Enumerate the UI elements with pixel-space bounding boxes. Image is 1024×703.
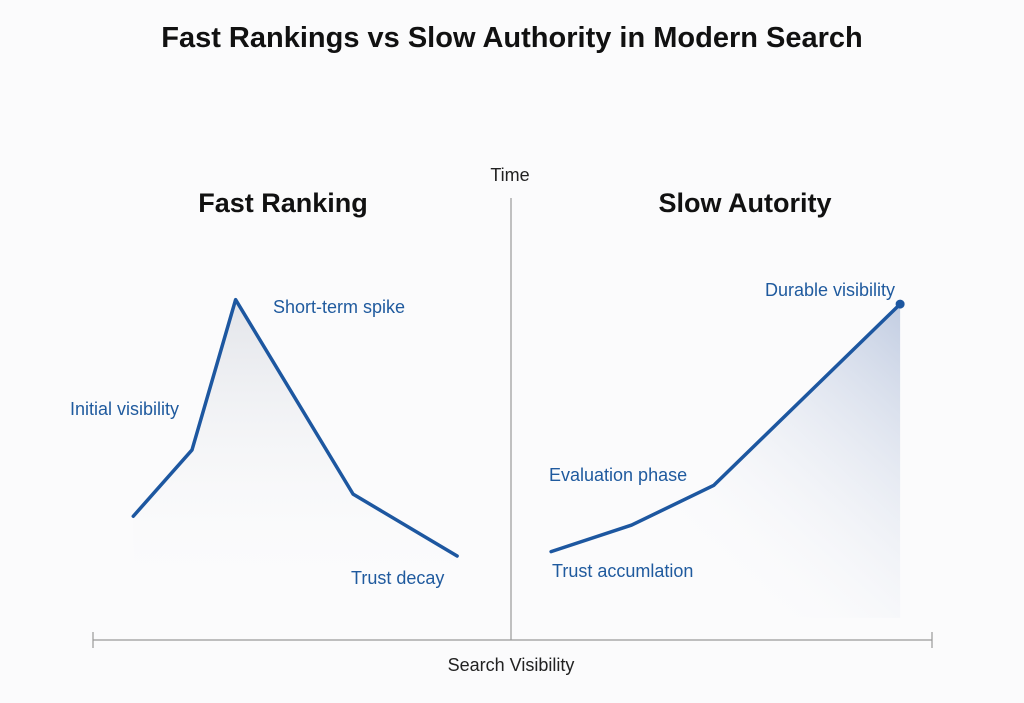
series-area-0 — [133, 299, 458, 596]
annotation-evaluation-phase: Evaluation phase — [549, 465, 687, 485]
annotation-initial-visibility: Initial visibility — [70, 399, 179, 419]
y-axis-label: Time — [490, 165, 529, 185]
x-axis-label: Search Visibility — [448, 655, 575, 675]
series-area-1 — [551, 304, 901, 618]
annotation-durable-visibility: Durable visibility — [765, 280, 895, 300]
data-point — [895, 299, 905, 309]
series-line-1 — [549, 302, 902, 554]
annotation-trust-accumlation: Trust accumlation — [552, 561, 693, 581]
series-line-0 — [131, 297, 459, 558]
panel-title-slow: Slow Autority — [659, 188, 832, 218]
annotation-short-term-spike: Short-term spike — [273, 297, 405, 317]
annotation-trust-decay: Trust decay — [351, 568, 444, 588]
panel-title-fast: Fast Ranking — [198, 188, 368, 218]
chart-title: Fast Rankings vs Slow Authority in Moder… — [161, 22, 863, 54]
